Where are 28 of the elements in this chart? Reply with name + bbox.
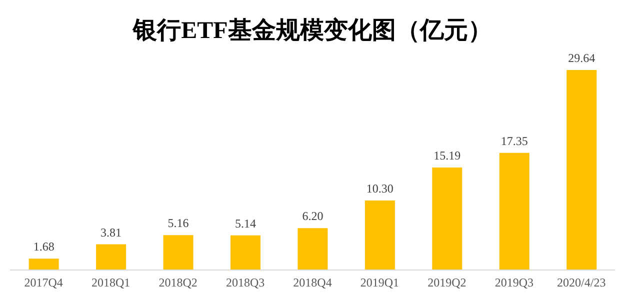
data-label: 3.81 (100, 225, 122, 240)
bar (499, 152, 530, 270)
x-tick-label: 2019Q2 (428, 276, 466, 290)
x-tick-label: 2019Q1 (360, 276, 400, 290)
x-tick-label: 2018Q1 (91, 276, 130, 290)
data-label: 17.35 (500, 134, 528, 148)
bar (298, 228, 328, 270)
x-tick-label: 2017Q4 (24, 276, 63, 290)
bar (364, 200, 395, 270)
bar (566, 70, 597, 270)
x-tick-label: 2018Q3 (226, 276, 265, 290)
data-label: 1.68 (33, 240, 54, 254)
data-label: 5.16 (168, 216, 189, 230)
x-tick-label: 2018Q2 (158, 276, 198, 290)
data-label: 6.20 (302, 209, 324, 224)
x-tick-label: 2018Q4 (293, 276, 332, 290)
bar (28, 258, 59, 270)
data-label: 15.19 (434, 148, 461, 163)
x-tick-label: 2020/4/23 (557, 276, 606, 290)
data-label: 29.64 (568, 51, 596, 65)
bar (432, 168, 462, 270)
bar (163, 235, 194, 270)
x-tick-label: 2019Q3 (494, 276, 534, 290)
chart-title: 银行ETF基金规模变化图（亿元） (131, 16, 493, 46)
data-label: 5.14 (234, 216, 256, 230)
bar (230, 235, 260, 270)
data-label: 10.30 (366, 182, 394, 196)
bar (96, 244, 126, 270)
